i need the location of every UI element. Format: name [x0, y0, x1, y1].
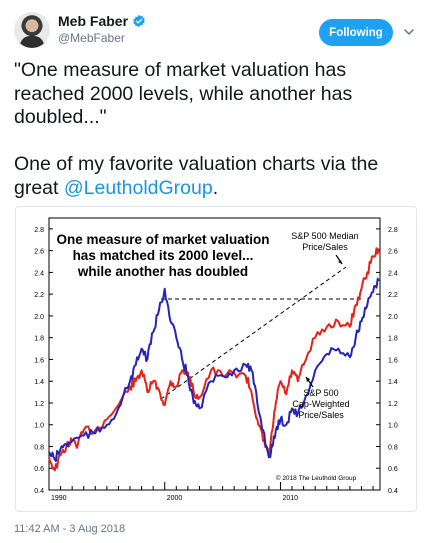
valuation-chart: 0.40.60.81.01.21.41.61.82.02.22.42.62.8 … [16, 207, 416, 511]
y-tick-label-left: 0.6 [34, 466, 44, 473]
y-tick-label-left: 1.6 [34, 357, 44, 364]
median-label-line-2: Price/Sales [302, 242, 348, 252]
verified-badge-icon [132, 14, 146, 28]
y-tick-label-left: 2.0 [34, 314, 44, 321]
y-tick-label-left: 1.4 [34, 379, 44, 386]
y-tick-label-left: 1.8 [34, 336, 44, 343]
capweighted-label-line-2: Cap-Weighted [292, 399, 349, 409]
y-tick-label-right: 0.4 [388, 488, 398, 495]
chevron-down-icon[interactable] [402, 25, 416, 39]
author-display-name[interactable]: Meb Faber [58, 13, 129, 29]
y-tick-label-right: 1.4 [388, 379, 398, 386]
median-arrowhead [338, 260, 342, 264]
author-name-row[interactable]: Meb Faber [58, 13, 146, 29]
y-tick-label-left: 2.6 [34, 249, 44, 256]
capweighted-arrowhead [306, 377, 310, 382]
y-tick-label-right: 0.6 [388, 466, 398, 473]
y-tick-label-right: 2.4 [388, 270, 398, 277]
chart-title-line-3: while another has doubled [77, 264, 248, 279]
mention-link[interactable]: @LeutholdGroup [63, 176, 213, 199]
following-button[interactable]: Following [319, 19, 393, 46]
y-tick-label-right: 2.6 [388, 249, 398, 256]
copyright-text: © 2018 The Leuthold Group [276, 474, 357, 482]
tweet-timestamp[interactable]: 11:42 AM - 3 Aug 2018 [14, 523, 126, 535]
y-tick-label-left: 0.4 [34, 488, 44, 495]
median-label-line-1: S&P 500 Median [291, 231, 358, 241]
y-tick-label-left: 1.2 [34, 401, 44, 408]
x-tick-label: 1990 [51, 495, 67, 502]
y-tick-label-right: 1.2 [388, 401, 398, 408]
y-tick-label-right: 1.0 [388, 423, 398, 430]
avatar[interactable] [14, 12, 50, 48]
y-tick-label-left: 2.2 [34, 292, 44, 299]
y-tick-label-right: 1.6 [388, 357, 398, 364]
y-tick-label-left: 0.8 [34, 444, 44, 451]
y-tick-label-right: 2.0 [388, 314, 398, 321]
median-price-sales-line [48, 247, 380, 472]
tweet-line-prefix: One of my favorite valuation charts via … [14, 153, 384, 199]
capweighted-price-sales-line [48, 277, 380, 462]
tweet-line-suffix: . [212, 176, 219, 199]
y-tick-label-right: 2.2 [388, 292, 398, 299]
reference-line-doubled [160, 266, 347, 400]
capweighted-label-line-1: S&P 500 [303, 388, 338, 398]
tweet-text: "One measure of market valuation has rea… [14, 59, 414, 200]
y-tick-label-left: 2.8 [34, 227, 44, 234]
y-tick-label-right: 1.8 [388, 336, 398, 343]
y-tick-label-left: 1.0 [34, 423, 44, 430]
y-tick-label-right: 2.8 [388, 227, 398, 234]
capweighted-label-line-3: Price/Sales [298, 410, 344, 420]
chart-title-line-2: has matched its 2000 level... [73, 248, 254, 263]
tweet-quote: "One measure of market valuation has rea… [14, 59, 358, 128]
y-tick-label-right: 0.8 [388, 444, 398, 451]
chart-image[interactable]: 0.4 0.6 0.8 1.0 1.2 1.4 1.6 1.8 2.0 2.2 2.4 2.6 2.8 … [15, 206, 417, 512]
y-tick-label-left: 2.4 [34, 270, 44, 277]
author-handle[interactable]: @MebFaber [58, 31, 125, 45]
x-tick-label: 2010 [282, 495, 298, 502]
chart-title-line-1: One measure of market valuation [56, 232, 269, 247]
x-tick-label: 2000 [167, 495, 183, 502]
